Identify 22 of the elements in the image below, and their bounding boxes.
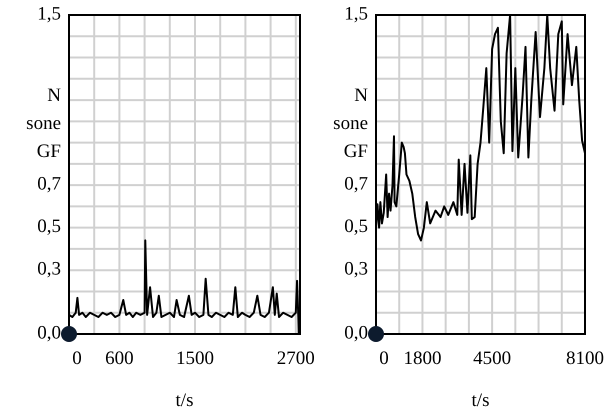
y-tick-label: 0,0 (344, 322, 368, 344)
y-axis-title: N sone GF (26, 85, 62, 162)
y-tick-label: 1,5 (344, 3, 368, 24)
y-tick-label: 0,3 (344, 258, 368, 280)
x-axis-title: t/s (176, 390, 194, 411)
y-tick-label: 0,5 (344, 216, 368, 238)
x-tick-label: 8100 (566, 348, 604, 369)
x-tick-label: 1800 (403, 348, 442, 369)
x-tick-label: 0 (72, 348, 82, 369)
x-tick-label: 0 (379, 348, 389, 369)
x-tick-label: 4500 (473, 348, 512, 369)
y-tick-label: 0,7 (37, 173, 61, 194)
x-axis-title: t/s (472, 390, 490, 411)
y-tick-label: 1,5 (37, 3, 61, 24)
y-tick-label: 0,7 (344, 173, 368, 194)
y-tick-label: 0,3 (37, 258, 61, 280)
x-tick-label: 2700 (276, 348, 315, 369)
y-tick-label: 0,5 (37, 216, 61, 238)
y-axis-title: N sone GF (333, 85, 368, 162)
y-tick-label: 0,0 (37, 322, 61, 344)
x-tick-label: 1500 (176, 348, 214, 369)
x-tick-label: 600 (105, 348, 134, 369)
